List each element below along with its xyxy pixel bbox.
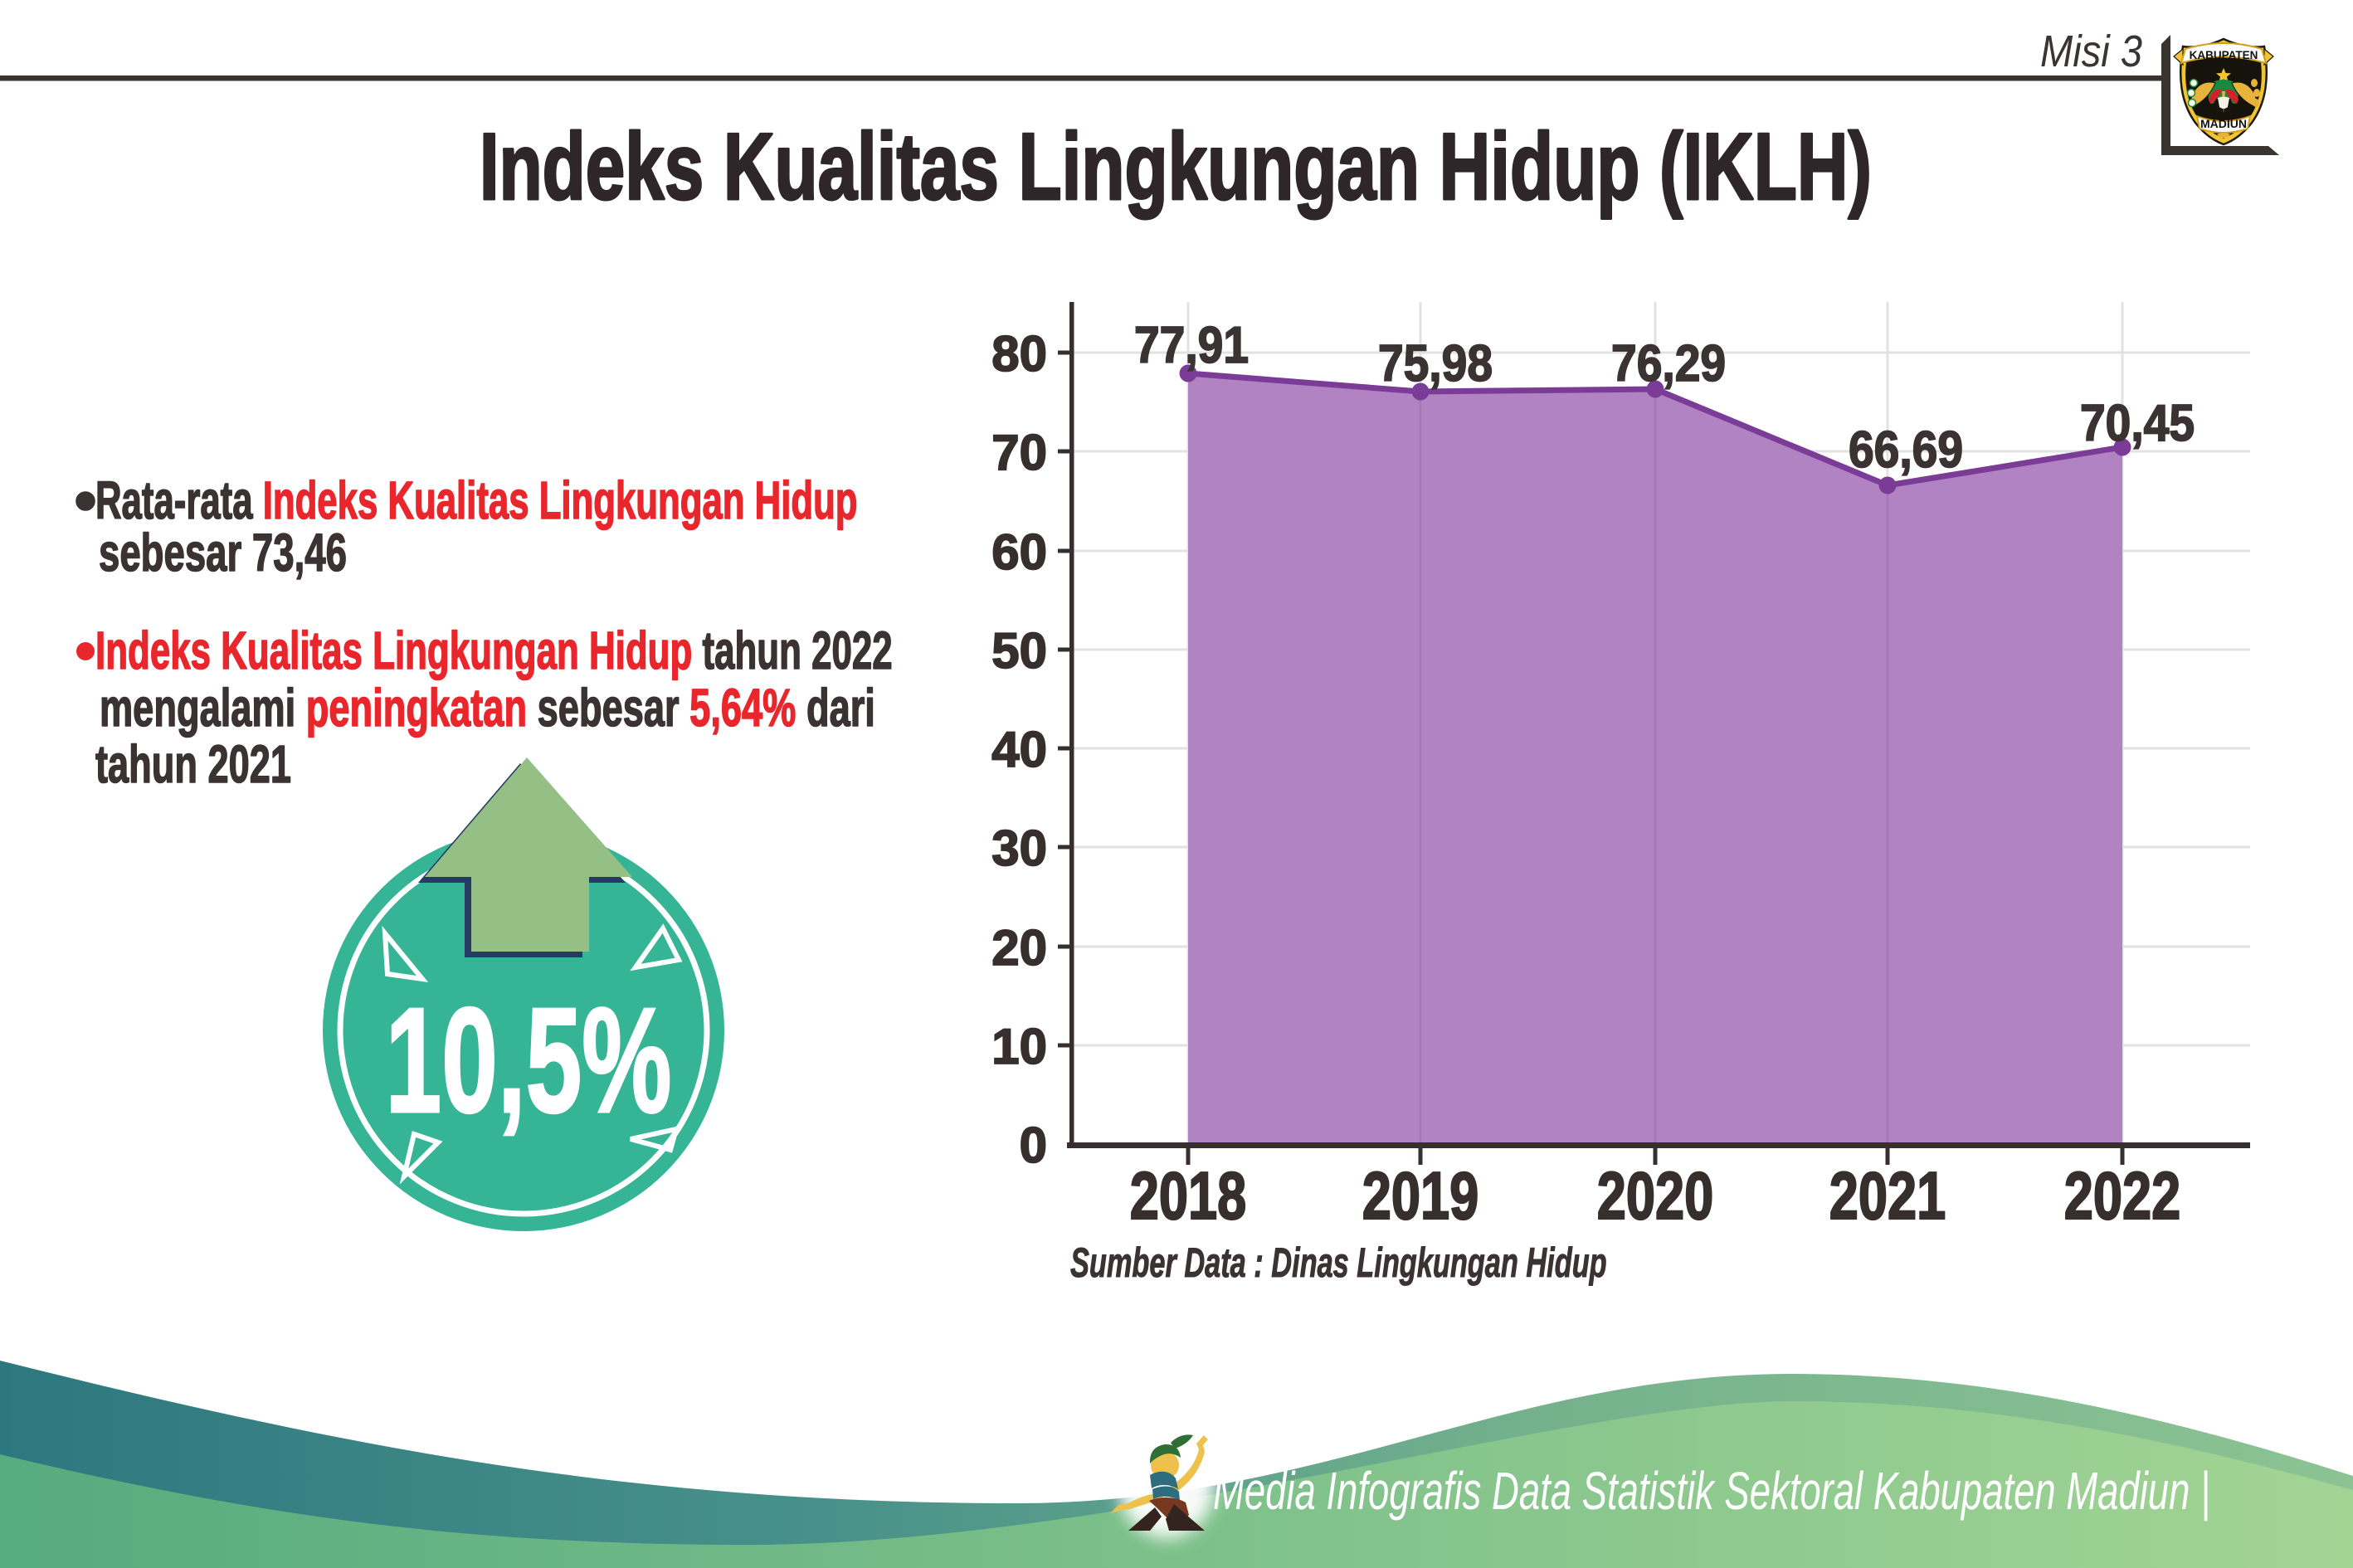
svg-text:30: 30 bbox=[991, 821, 1047, 876]
svg-text:Rata-rata Indeks Kualitas Ling: Rata-rata Indeks Kualitas Lingkungan Hid… bbox=[95, 470, 858, 530]
svg-text:2019: 2019 bbox=[1362, 1159, 1479, 1234]
svg-text:40: 40 bbox=[991, 722, 1047, 777]
svg-text:75,98: 75,98 bbox=[1378, 335, 1493, 392]
svg-text:Sumber Data : Dinas Lingkungan: Sumber Data : Dinas Lingkungan Hidup bbox=[1070, 1240, 1607, 1287]
svg-text:Indeks Kualitas Lingkungan Hid: Indeks Kualitas Lingkungan Hidup (IKLH) bbox=[480, 114, 1872, 220]
svg-text:tahun 2021: tahun 2021 bbox=[95, 734, 291, 794]
svg-text:76,29: 76,29 bbox=[1611, 335, 1726, 392]
svg-text:2021: 2021 bbox=[1829, 1159, 1946, 1234]
svg-text:60: 60 bbox=[991, 524, 1047, 580]
svg-text:mengalami peningkatan sebesar: mengalami peningkatan sebesar 5,64% dari bbox=[100, 678, 875, 738]
svg-text:10: 10 bbox=[991, 1019, 1047, 1074]
svg-text:0: 0 bbox=[1020, 1118, 1047, 1173]
svg-text:10,5%: 10,5% bbox=[385, 976, 671, 1144]
svg-text:Indeks Kualitas Lingkungan Hid: Indeks Kualitas Lingkungan Hidup tahun 2… bbox=[95, 621, 893, 680]
svg-text:70: 70 bbox=[991, 425, 1047, 480]
svg-text:66,69: 66,69 bbox=[1849, 421, 1963, 479]
svg-text:sebesar 73,46: sebesar 73,46 bbox=[99, 523, 347, 582]
svg-text:20: 20 bbox=[991, 920, 1047, 976]
svg-text:70,45: 70,45 bbox=[2080, 395, 2195, 452]
svg-text:KABUPATEN: KABUPATEN bbox=[2190, 49, 2258, 61]
svg-text:2020: 2020 bbox=[1597, 1159, 1714, 1234]
svg-text:Media Infografis Data Statisti: Media Infografis Data Statistik Sektoral… bbox=[1213, 1461, 2210, 1522]
svg-text:MADIUN: MADIUN bbox=[2200, 117, 2247, 130]
svg-text:2018: 2018 bbox=[1130, 1159, 1247, 1234]
svg-text:2022: 2022 bbox=[2064, 1159, 2181, 1234]
svg-text:77,91: 77,91 bbox=[1134, 317, 1249, 374]
svg-text:Misi 3: Misi 3 bbox=[2040, 26, 2142, 76]
svg-text:80: 80 bbox=[991, 326, 1047, 382]
svg-text:50: 50 bbox=[991, 623, 1047, 679]
